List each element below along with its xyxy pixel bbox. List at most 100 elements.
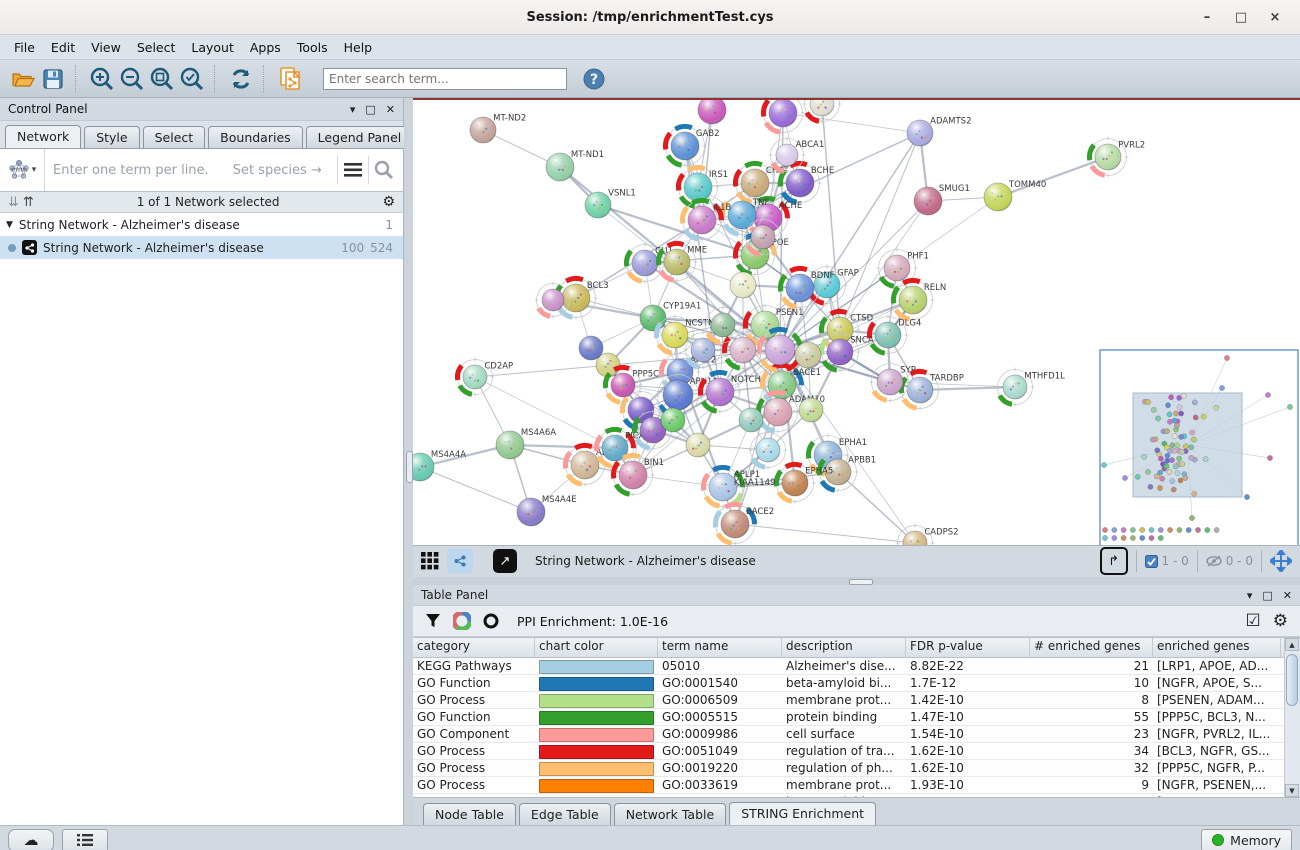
maximize-button[interactable]: □ [1234, 9, 1248, 25]
tab-network-table[interactable]: Network Table [613, 803, 727, 825]
menu-tools[interactable]: Tools [296, 39, 328, 55]
menu-layout[interactable]: Layout [191, 39, 234, 55]
network-node[interactable] [578, 335, 604, 361]
network-node[interactable]: BDNF [773, 261, 835, 314]
network-node[interactable]: IRS1 [671, 160, 728, 213]
network-canvas[interactable]: MT-ND2 MT-ND1 VSNL1 GAB2 ADAMTS2 PVRL2 TOMM40 S… [413, 98, 1300, 545]
network-collection-row[interactable]: ▼ String Network - Alzheimer's disease 1 [0, 213, 403, 236]
tab-network[interactable]: Network [5, 125, 82, 148]
network-node[interactable]: RELN [886, 273, 946, 326]
navigator-toggle-icon[interactable] [1270, 550, 1292, 573]
select-all-checkbox-icon[interactable]: ☑ [1245, 611, 1261, 632]
scroll-up-button[interactable]: ▲ [1285, 638, 1299, 652]
network-node[interactable]: PPP5C [599, 361, 659, 409]
network-node[interactable] [802, 100, 843, 124]
menu-file[interactable]: File [14, 39, 35, 55]
scrollbar-thumb[interactable] [1286, 654, 1298, 707]
network-node[interactable] [703, 305, 744, 346]
network-node[interactable]: NOTCH1 [693, 365, 766, 418]
network-node[interactable]: ADAMTS2 [906, 117, 971, 147]
search-input[interactable] [323, 67, 567, 90]
float-panel-icon[interactable]: □ [365, 102, 376, 116]
network-row[interactable]: String Network - Alzheimer's disease 100… [0, 236, 403, 259]
table-row[interactable]: GO Component GO:0009986 cell surface 1.54E-… [413, 726, 1284, 744]
network-node[interactable]: GAB2 [658, 119, 720, 172]
column-header--enriched-genes[interactable]: # enriched genes [1030, 638, 1153, 658]
table-row[interactable]: GO Function GO:0001540 beta-amyloid bi... 1… [413, 675, 1284, 693]
network-node[interactable]: TARDBP [895, 365, 964, 416]
column-header-category[interactable]: category [413, 638, 535, 658]
network-node[interactable]: MME [652, 237, 707, 288]
close-button[interactable]: × [1269, 9, 1281, 25]
network-graph[interactable]: MT-ND2 MT-ND1 VSNL1 GAB2 ADAMTS2 PVRL2 TOMM40 S… [413, 100, 1300, 545]
network-node[interactable] [722, 328, 765, 372]
table-row[interactable]: GO Process GO:0006509 membrane prot... 1.42… [413, 692, 1284, 710]
table-row[interactable]: GO Process GO:0051049 regulation of tra...… [413, 743, 1284, 761]
network-node[interactable] [760, 100, 805, 136]
zoom-fit-button[interactable] [147, 64, 177, 94]
table-row[interactable]: GO Function GO:0005515 protein binding 1.47… [413, 709, 1284, 727]
string-options-button[interactable] [338, 155, 368, 185]
detach-view-button[interactable]: ↗ [493, 549, 517, 574]
tab-edge-table[interactable]: Edge Table [518, 803, 611, 825]
network-node[interactable] [620, 388, 663, 432]
network-node[interactable]: NCSTN [654, 313, 715, 357]
close-panel-icon[interactable]: ✕ [1282, 588, 1292, 602]
export-network-button[interactable]: ↱ [1099, 547, 1128, 576]
grid-view-icon[interactable] [421, 552, 439, 570]
network-node[interactable]: VSNL1 [584, 189, 636, 219]
network-node[interactable]: MTHFD1L [995, 367, 1065, 408]
network-node[interactable]: MS4A4E [516, 495, 577, 527]
network-node[interactable]: PICALM [589, 422, 657, 474]
minimize-button[interactable]: – [1203, 9, 1211, 25]
menu-select[interactable]: Select [136, 39, 176, 55]
network-node[interactable] [794, 341, 822, 369]
filter-icon[interactable] [425, 613, 441, 629]
table-row[interactable]: GO Process GO:0019220 regulation of ph... 1… [413, 760, 1284, 778]
task-history-button[interactable] [62, 828, 108, 850]
collapse-triangle-icon[interactable]: ▼ [6, 219, 13, 230]
network-node[interactable]: BCHE [773, 156, 834, 209]
horizontal-splitter[interactable] [413, 577, 1300, 586]
tab-node-table[interactable]: Node Table [423, 803, 516, 825]
tab-style[interactable]: Style [84, 126, 140, 148]
network-node[interactable]: SYP [868, 361, 916, 404]
open-file-button[interactable] [8, 64, 38, 94]
network-node[interactable] [743, 217, 784, 258]
network-node[interactable] [798, 397, 824, 423]
vertical-splitter[interactable] [404, 98, 413, 825]
zoom-out-button[interactable] [117, 64, 147, 94]
save-session-button[interactable] [38, 64, 68, 94]
network-node[interactable]: CHAT [728, 156, 789, 209]
zoom-in-button[interactable] [87, 64, 117, 94]
string-protein-query-selector[interactable]: STRING ▾ [0, 149, 45, 191]
tab-boundaries[interactable]: Boundaries [208, 126, 303, 148]
network-node[interactable]: EPHA5 [770, 458, 834, 509]
tab-legend-panel[interactable]: Legend Panel [305, 126, 414, 148]
expand-all-icon[interactable]: ⇊ [8, 194, 19, 210]
network-node[interactable]: CD2AP [454, 357, 513, 398]
network-options-gear-icon[interactable]: ⚙ [382, 194, 395, 210]
network-navigator[interactable] [1099, 349, 1299, 545]
network-node[interactable]: MT-ND1 [545, 150, 604, 182]
network-node[interactable]: BACE2 [708, 497, 775, 545]
network-node[interactable]: SNCA [818, 330, 874, 374]
menu-apps[interactable]: Apps [249, 39, 281, 55]
string-view-button[interactable] [447, 549, 473, 574]
network-node[interactable]: SMUG1 [913, 184, 970, 216]
memory-button[interactable]: Memory [1201, 828, 1292, 850]
network-node[interactable] [595, 352, 621, 378]
column-header-chart-color[interactable]: chart color [535, 638, 658, 658]
splitter-handle[interactable] [849, 579, 873, 586]
tab-string-enrichment[interactable]: STRING Enrichment [729, 802, 877, 825]
cloud-tasks-button[interactable]: ☁ [8, 828, 54, 850]
network-node[interactable] [738, 407, 764, 433]
menu-view[interactable]: View [91, 39, 121, 55]
column-header-enriched-genes[interactable]: enriched genes [1153, 638, 1281, 658]
network-node[interactable]: TOMM40 [983, 180, 1046, 212]
refresh-button[interactable] [226, 64, 256, 94]
network-node[interactable]: APBB1 [817, 451, 877, 494]
network-node[interactable]: ABCA1 [768, 136, 824, 174]
network-node[interactable]: BIN1 [606, 448, 664, 501]
network-node[interactable] [660, 407, 686, 433]
